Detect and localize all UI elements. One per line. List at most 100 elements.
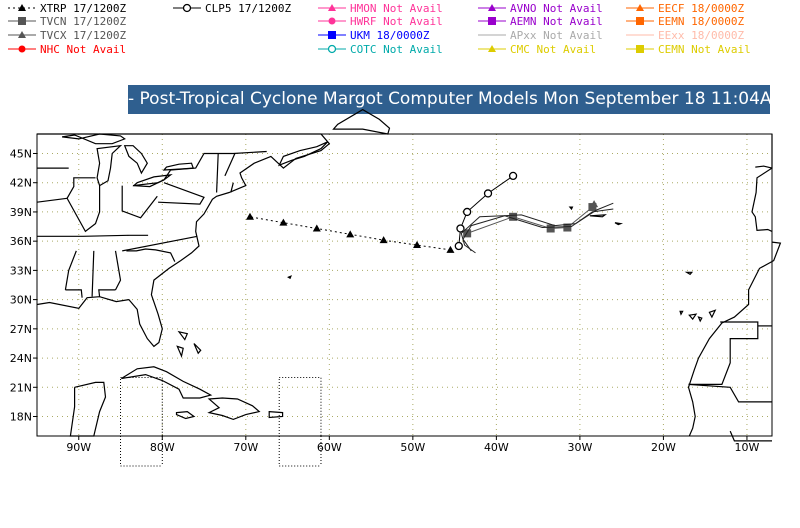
nova-scotia xyxy=(278,141,329,167)
legend-marker xyxy=(18,45,26,53)
legend-label: EEMN 18/0000Z xyxy=(658,15,744,28)
state-border xyxy=(122,235,198,252)
track-tvcx xyxy=(590,200,599,208)
bahamas xyxy=(176,345,184,359)
track-point xyxy=(312,224,321,232)
coastlines xyxy=(36,108,782,467)
track-point xyxy=(546,224,555,233)
puerto-rico xyxy=(268,410,284,419)
track-line xyxy=(462,208,614,252)
lon-tick-label: 50W xyxy=(400,441,425,454)
legend-marker xyxy=(182,3,192,13)
track-ukm xyxy=(460,202,614,254)
lon-tick-label: 90W xyxy=(66,441,91,454)
legend-label: UKM 18/0000Z xyxy=(350,29,430,42)
state-border xyxy=(114,250,122,291)
legend-label: XTRP 17/1200Z xyxy=(40,2,126,15)
legend-label: CEMN Not Avail xyxy=(658,43,751,56)
canary-islands xyxy=(708,309,717,319)
state-border xyxy=(224,153,236,177)
track-point xyxy=(413,241,422,249)
azores xyxy=(589,214,608,218)
state-border xyxy=(121,185,158,219)
state-border xyxy=(37,234,149,237)
iberia xyxy=(751,134,773,232)
legend-marker xyxy=(488,17,496,25)
legend-marker xyxy=(327,44,337,54)
legend-marker xyxy=(636,45,644,53)
track-eecf xyxy=(462,208,614,252)
lat-tick-label: 30N xyxy=(10,294,32,307)
track-line xyxy=(460,202,614,254)
lat-tick-label: 42N xyxy=(10,177,32,190)
legend-marker xyxy=(18,17,26,25)
legend-label: TVCX 17/1200Z xyxy=(40,29,126,42)
track-tvcn xyxy=(463,203,597,238)
bermuda xyxy=(287,275,292,280)
track-point xyxy=(563,223,572,232)
lon-tick-label: 60W xyxy=(317,441,342,454)
canary-islands xyxy=(697,316,703,323)
bahamas xyxy=(177,330,189,341)
lon-tick-label: 10W xyxy=(735,441,760,454)
hispaniola xyxy=(207,397,261,421)
state-border xyxy=(216,153,219,193)
state-border xyxy=(158,182,205,205)
lat-tick-label: 39N xyxy=(10,206,32,219)
legend-label: HWRF Not Avail xyxy=(350,15,443,28)
track-point xyxy=(279,218,288,226)
lon-tick-label: 20W xyxy=(651,441,676,454)
african-border xyxy=(688,383,772,403)
map-grid xyxy=(37,134,772,436)
legend-label: AVNO Not Avail xyxy=(510,2,603,15)
newfoundland xyxy=(332,108,391,135)
legend-label: EECF 18/0000Z xyxy=(658,2,744,15)
legend-label: HMON Not Avail xyxy=(350,2,443,15)
lat-tick-label: 27N xyxy=(10,323,32,336)
lat-tick-label: 24N xyxy=(10,352,32,365)
lon-tick-label: 80W xyxy=(150,441,175,454)
track-point xyxy=(245,212,254,220)
lake-superior xyxy=(62,133,126,145)
track-xtrp xyxy=(245,212,455,253)
track-point xyxy=(454,241,463,251)
state-border xyxy=(91,250,95,297)
lon-tick-label: 70W xyxy=(233,441,258,454)
north-america-coast xyxy=(36,133,331,348)
state-border xyxy=(64,250,77,291)
legend-marker xyxy=(18,4,26,11)
legend-marker xyxy=(328,31,336,39)
lon-tick-label: 30W xyxy=(567,441,592,454)
legend-label: APxx Not Avail xyxy=(510,29,603,42)
cuba xyxy=(121,366,213,399)
lat-tick-label: 45N xyxy=(10,147,32,160)
legend-label: EExx 18/0000Z xyxy=(658,29,744,42)
state-border xyxy=(126,248,176,262)
legend-marker xyxy=(636,17,644,25)
lon-tick-label: 40W xyxy=(484,441,509,454)
track-point xyxy=(446,245,455,253)
jamaica xyxy=(175,410,196,420)
map-title: - Post-Tropical Cyclone Margot Computer … xyxy=(128,85,770,114)
lake-michigan xyxy=(96,144,123,187)
lat-tick-label: 36N xyxy=(10,235,32,248)
legend-label: COTC Not Avail xyxy=(350,43,443,56)
legend-marker xyxy=(328,17,336,25)
lake-huron xyxy=(123,145,149,175)
legend-marker xyxy=(488,45,496,52)
legend-label: NHC Not Avail xyxy=(40,43,126,56)
state-border xyxy=(98,289,116,297)
dotted-box xyxy=(120,377,163,437)
legend-label: AEMN Not Avail xyxy=(510,15,603,28)
track-point xyxy=(590,200,599,208)
legend-marker xyxy=(488,4,496,11)
state-border xyxy=(230,182,234,193)
canary-islands xyxy=(688,313,698,321)
legend-marker xyxy=(18,31,26,38)
state-border xyxy=(36,197,68,203)
african-border xyxy=(688,321,759,385)
lat-tick-label: 33N xyxy=(10,264,32,277)
track-point xyxy=(508,171,518,181)
map-frame xyxy=(36,133,773,437)
